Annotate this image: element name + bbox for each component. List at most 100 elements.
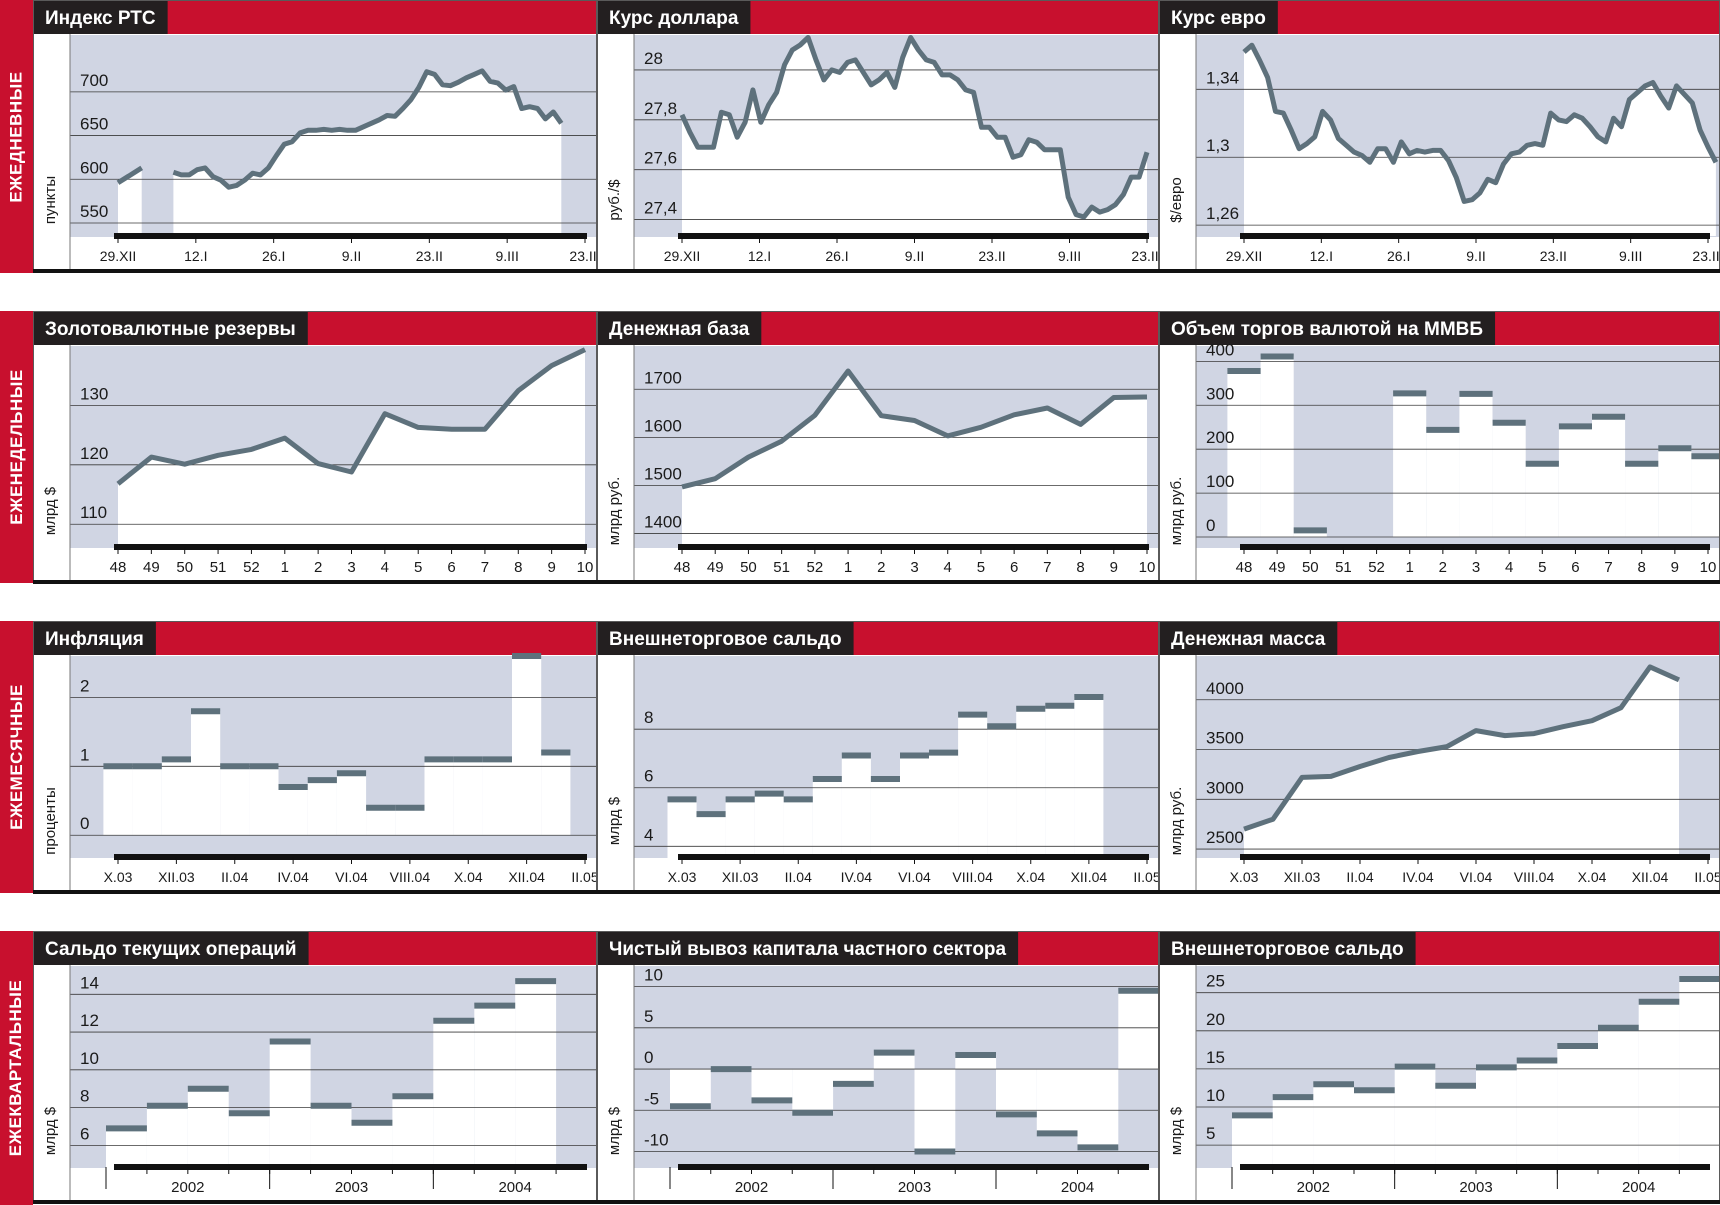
x-tick-label: IV.04 — [1402, 869, 1434, 885]
panel-title: Индекс РТС — [45, 8, 156, 29]
panel-title: Денежная база — [609, 319, 750, 340]
step-fill — [474, 1005, 516, 1168]
x-tick-label: XII.04 — [1071, 869, 1108, 885]
step-fill — [482, 759, 512, 836]
x-tick-label: 2 — [314, 559, 322, 576]
series-line — [116, 347, 587, 486]
panel-bottom-rule — [33, 580, 597, 584]
step-fill — [1435, 1085, 1476, 1168]
x-tick-label: 6 — [1010, 559, 1018, 576]
unit-label: млрд $ — [606, 796, 623, 845]
y-tick-label: 28 — [644, 49, 663, 68]
step-fill — [1476, 1067, 1517, 1168]
step-fill — [1393, 393, 1427, 537]
step-fill — [870, 779, 900, 858]
y-tick-label: 1 — [80, 745, 89, 764]
step-fill — [929, 752, 959, 858]
step-fill — [1459, 393, 1493, 538]
y-tick-label: 400 — [1206, 340, 1234, 359]
step-fill — [103, 766, 133, 836]
step-fill — [106, 1128, 147, 1168]
unit-label: $/евро — [1168, 177, 1185, 223]
row-bar-quarterly — [0, 931, 33, 1205]
x-tick-label: X.03 — [104, 869, 133, 885]
step-fill — [1118, 990, 1160, 1069]
y-tick-label: 1,34 — [1206, 68, 1239, 87]
row-bar-monthly — [0, 621, 33, 893]
step-fill — [1077, 1069, 1119, 1148]
step-fill — [392, 1096, 434, 1168]
y-tick-label: 1,26 — [1206, 204, 1239, 223]
x-axis — [678, 233, 1149, 239]
x-tick-label: 23.III — [1131, 248, 1162, 264]
step-fill — [783, 799, 813, 858]
y-tick-label: 200 — [1206, 428, 1234, 447]
x-tick-label: 52 — [1368, 559, 1385, 576]
panel-bottom-rule — [597, 890, 1159, 894]
y-tick-label: 25 — [1206, 972, 1225, 991]
x-tick-label: 2002 — [171, 1179, 204, 1196]
x-tick-label: VIII.04 — [390, 869, 431, 885]
x-tick-label: IV.04 — [841, 869, 873, 885]
panel-title: Курс доллара — [609, 8, 739, 29]
area-fill — [1244, 666, 1679, 857]
y-tick-label: 2500 — [1206, 828, 1244, 847]
x-tick-label: 2002 — [1297, 1179, 1330, 1196]
row-bar-daily — [0, 0, 33, 273]
step-fill — [187, 1088, 229, 1168]
y-tick-label: 10 — [80, 1049, 99, 1068]
x-tick-label: 2002 — [735, 1179, 768, 1196]
step-fill — [812, 779, 842, 858]
x-tick-label: 2 — [1439, 559, 1447, 576]
x-tick-label: X.04 — [1016, 869, 1045, 885]
y-tick-label: 5 — [644, 1007, 653, 1026]
x-tick-label: X.03 — [668, 869, 697, 885]
x-tick-label: 9 — [1110, 559, 1118, 576]
x-axis — [114, 233, 587, 239]
x-tick-label: 2004 — [1622, 1179, 1655, 1196]
x-tick-label: 51 — [1335, 559, 1352, 576]
y-tick-label: 550 — [80, 202, 108, 221]
unit-label: руб./$ — [606, 179, 623, 221]
panel-title: Внешнеторговое сальдо — [609, 629, 842, 650]
step-fill — [269, 1041, 311, 1168]
title-box — [1159, 621, 1338, 655]
y-tick-label: 120 — [80, 444, 108, 463]
step-fill — [307, 780, 337, 836]
step-fill — [725, 799, 755, 858]
x-tick-label: 48 — [110, 559, 127, 576]
title-box — [1159, 311, 1496, 345]
step-fill — [453, 759, 483, 836]
step-fill — [792, 1069, 834, 1113]
panel-title: Внешнеторговое сальдо — [1171, 939, 1404, 960]
y-tick-label: 1600 — [644, 416, 682, 435]
row-label-daily: ЕЖЕДНЕВНЫЕ — [6, 70, 26, 203]
x-tick-label: 1 — [281, 559, 289, 576]
step-fill — [1658, 448, 1692, 537]
y-tick-label: 8 — [644, 708, 653, 727]
step-fill — [161, 759, 191, 836]
x-tick-label: 12.I — [1310, 248, 1333, 264]
y-tick-label: 20 — [1206, 1010, 1225, 1029]
x-tick-label: 29.XII — [664, 248, 701, 264]
panel-bottom-rule — [33, 1200, 597, 1204]
x-tick-label: VI.04 — [1460, 869, 1493, 885]
x-tick-label: 50 — [176, 559, 193, 576]
x-tick-label: 26.I — [262, 248, 285, 264]
step-fill — [1272, 1097, 1314, 1168]
y-tick-label: 4 — [644, 825, 653, 844]
step-fill — [996, 1069, 1037, 1115]
x-tick-label: II.05 — [571, 869, 598, 885]
y-tick-label: 14 — [80, 973, 99, 992]
x-tick-label: 9.II — [905, 248, 924, 264]
step-fill — [278, 787, 308, 836]
title-box — [597, 931, 1019, 965]
x-tick-label: 5 — [414, 559, 422, 576]
x-tick-label: 23.II — [1540, 248, 1567, 264]
area-fill — [682, 37, 1147, 236]
title-box — [1159, 931, 1416, 965]
x-tick-label: 4 — [1505, 559, 1513, 576]
x-axis — [114, 544, 587, 550]
step-fill — [366, 807, 396, 836]
title-box — [597, 621, 854, 655]
